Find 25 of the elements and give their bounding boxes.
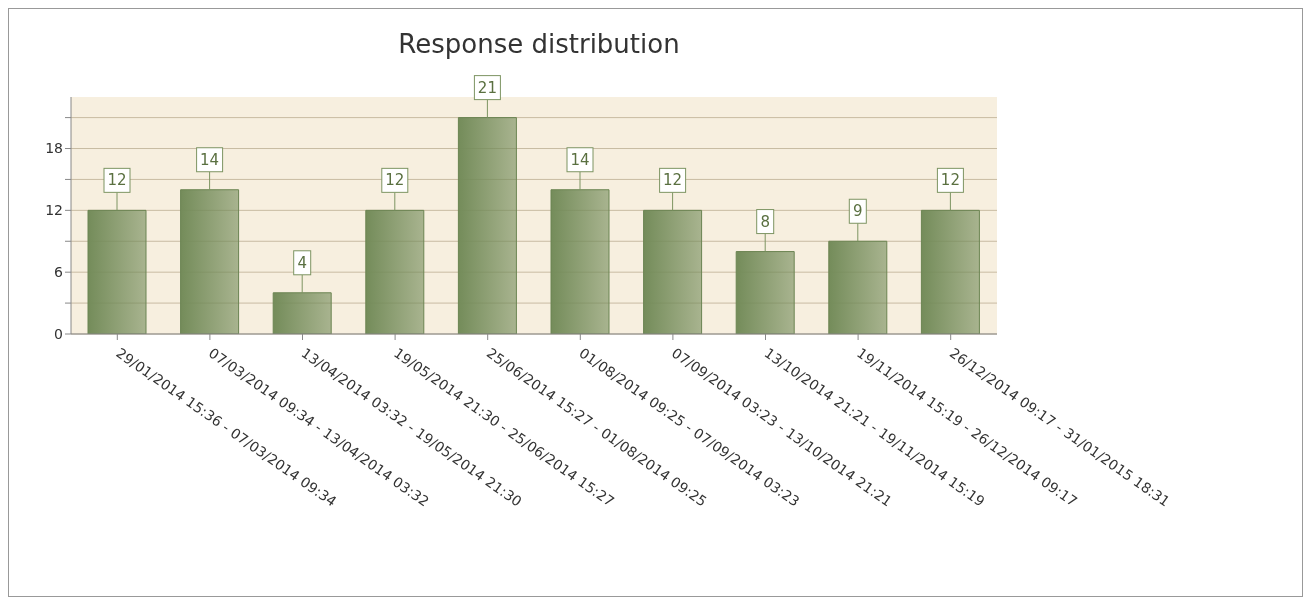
bar <box>87 209 147 334</box>
data-label: 12 <box>107 171 127 190</box>
data-label: 21 <box>477 78 497 97</box>
data-label: 14 <box>200 150 220 169</box>
data-label: 8 <box>760 212 770 231</box>
y-tick-label: 12 <box>45 202 63 219</box>
bar <box>457 117 517 334</box>
bar <box>272 292 332 334</box>
y-tick-label: 6 <box>54 264 64 281</box>
y-tick-label: 18 <box>45 140 63 157</box>
bar <box>180 189 240 334</box>
data-label: 12 <box>940 171 960 190</box>
data-label: 9 <box>853 202 863 221</box>
chart-title: Response distribution <box>397 29 681 59</box>
bar <box>550 189 610 334</box>
bar <box>828 240 888 334</box>
data-label: 4 <box>297 253 307 272</box>
bar <box>735 251 795 334</box>
data-label: 14 <box>570 150 590 169</box>
y-tick-label: 0 <box>54 325 63 342</box>
data-label: 12 <box>663 171 683 190</box>
bar <box>920 209 980 334</box>
bar <box>365 209 425 334</box>
bar <box>643 209 703 334</box>
data-label: 12 <box>385 171 405 190</box>
